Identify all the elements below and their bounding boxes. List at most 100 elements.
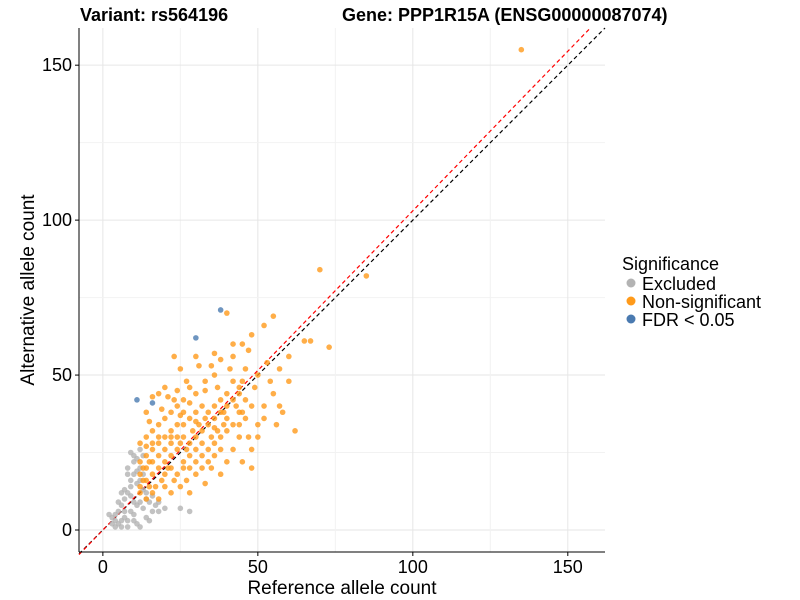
point-non-significant <box>239 341 246 347</box>
point-non-significant <box>171 477 177 484</box>
y-tick-label: 0 <box>62 520 72 540</box>
point-fdr-0-05 <box>193 335 199 341</box>
point-non-significant <box>326 344 332 350</box>
y-tick-label: 150 <box>42 55 72 75</box>
grid <box>79 28 605 552</box>
point-non-significant <box>196 421 202 428</box>
point-non-significant <box>286 353 292 360</box>
point-non-significant <box>146 418 153 425</box>
point-non-significant <box>183 446 190 453</box>
point-non-significant <box>518 46 525 53</box>
point-non-significant <box>180 397 187 403</box>
x-tick-label: 50 <box>248 557 268 577</box>
legend-marker-excluded <box>626 278 636 288</box>
point-non-significant <box>261 322 267 329</box>
point-non-significant <box>193 459 199 465</box>
point-excluded <box>124 524 131 530</box>
point-excluded <box>127 483 134 490</box>
point-excluded <box>137 446 143 453</box>
point-non-significant <box>236 421 243 428</box>
point-non-significant <box>186 465 193 471</box>
point-non-significant <box>162 384 168 391</box>
point-non-significant <box>211 440 218 447</box>
point-non-significant <box>224 459 230 465</box>
point-non-significant <box>208 362 215 369</box>
point-non-significant <box>239 459 246 465</box>
point-non-significant <box>276 403 283 409</box>
point-non-significant <box>248 403 255 409</box>
point-non-significant <box>202 387 208 394</box>
point-non-significant <box>202 378 208 385</box>
point-non-significant <box>174 434 181 440</box>
point-excluded <box>137 524 143 530</box>
point-non-significant <box>211 350 218 357</box>
point-non-significant <box>158 406 165 412</box>
point-non-significant <box>211 415 218 422</box>
point-non-significant <box>168 434 174 440</box>
point-excluded <box>112 524 119 530</box>
point-non-significant <box>149 393 156 400</box>
point-excluded <box>186 508 193 515</box>
point-non-significant <box>177 366 184 372</box>
point-excluded <box>162 505 168 512</box>
point-non-significant <box>193 353 199 360</box>
y-tick-label: 50 <box>52 365 72 385</box>
point-non-significant <box>168 452 174 459</box>
point-non-significant <box>217 356 224 363</box>
legend-label-non-significant: Non-significant <box>642 292 761 312</box>
point-excluded <box>131 459 137 465</box>
point-non-significant <box>255 434 261 440</box>
point-non-significant <box>143 443 150 450</box>
point-non-significant <box>267 378 274 385</box>
point-excluded <box>140 505 146 512</box>
point-non-significant <box>177 440 184 447</box>
point-non-significant <box>186 440 193 447</box>
point-fdr-0-05 <box>149 400 156 406</box>
point-non-significant <box>143 496 150 502</box>
reference-lines <box>78 27 606 555</box>
point-non-significant <box>162 459 168 465</box>
point-non-significant <box>217 446 224 453</box>
point-non-significant <box>137 471 143 478</box>
point-non-significant <box>165 465 171 471</box>
points <box>106 46 525 530</box>
point-non-significant <box>236 434 243 440</box>
point-non-significant <box>149 428 156 434</box>
point-non-significant <box>239 378 246 385</box>
point-non-significant <box>193 446 199 453</box>
point-excluded <box>131 517 137 524</box>
point-non-significant <box>230 397 236 403</box>
point-non-significant <box>186 415 193 422</box>
point-non-significant <box>155 496 162 502</box>
point-non-significant <box>279 409 286 416</box>
point-non-significant <box>205 446 212 453</box>
point-non-significant <box>168 440 174 447</box>
point-excluded <box>127 493 134 499</box>
point-non-significant <box>248 331 255 338</box>
legend: Significance Excluded Non-significant FD… <box>622 254 761 330</box>
point-non-significant <box>149 490 156 496</box>
point-non-significant <box>230 378 236 385</box>
point-non-significant <box>174 421 181 428</box>
point-excluded <box>127 477 134 484</box>
y-axis-title: Alternative allele count <box>18 194 39 386</box>
point-non-significant <box>270 313 277 319</box>
point-non-significant <box>174 471 181 478</box>
ticks: 0 50 100 150 0 50 100 150 <box>42 55 583 577</box>
point-excluded <box>121 508 128 515</box>
point-non-significant <box>199 403 205 409</box>
point-non-significant <box>140 477 146 484</box>
point-non-significant <box>202 480 208 487</box>
point-excluded <box>137 499 143 505</box>
point-excluded <box>143 490 150 496</box>
point-non-significant <box>208 465 215 471</box>
point-non-significant <box>162 446 168 453</box>
point-non-significant <box>149 446 156 453</box>
point-non-significant <box>233 403 239 409</box>
point-non-significant <box>155 452 162 459</box>
point-non-significant <box>171 397 177 403</box>
point-excluded <box>115 499 122 505</box>
x-tick-label: 150 <box>553 557 583 577</box>
point-non-significant <box>199 465 205 471</box>
